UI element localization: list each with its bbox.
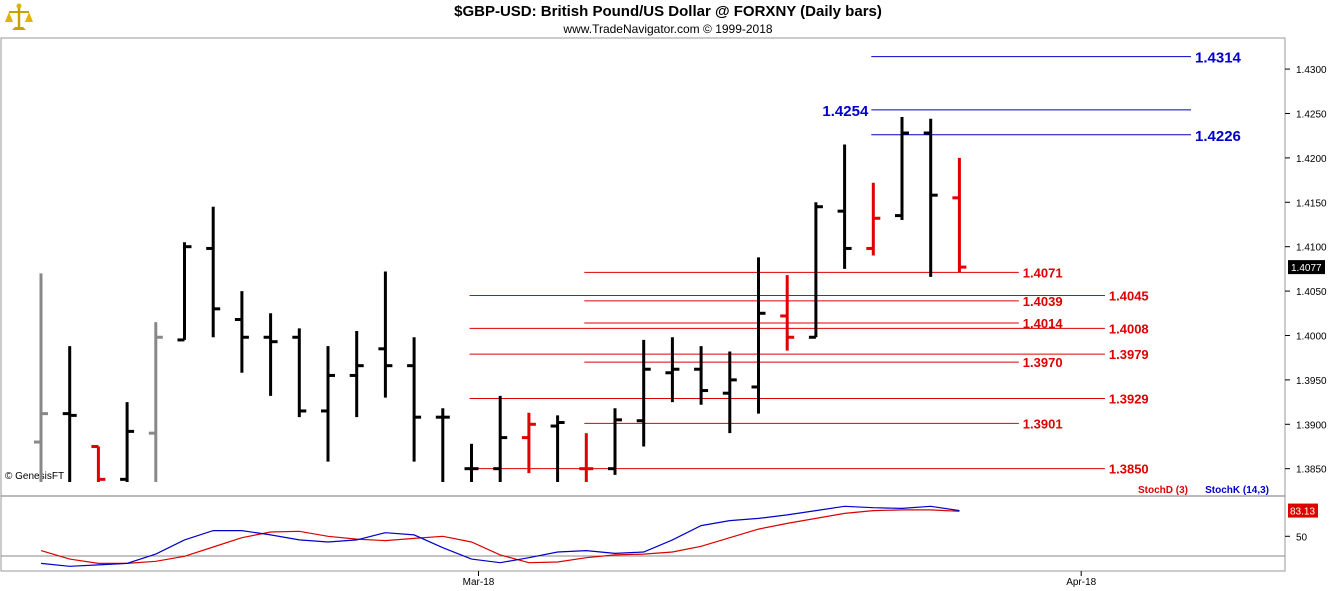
ohlc-bar xyxy=(521,412,536,474)
ohlc-bar xyxy=(292,328,307,418)
ohlc-bar xyxy=(464,443,479,482)
ohlc-bar xyxy=(62,346,77,482)
price-tick-label: 1.3850 xyxy=(1296,465,1327,476)
ohlc-bar xyxy=(895,117,909,221)
level-label: 1.4014 xyxy=(1023,316,1064,331)
chart-title: $GBP-USD: British Pound/US Dollar @ FORX… xyxy=(454,3,882,20)
last-price-box xyxy=(1288,260,1325,275)
ohlc-bar xyxy=(780,275,795,351)
level-lines: 1.4314 1.4254 1.4226 1.4071 1.4045 1.4039 1.40… xyxy=(469,50,1242,477)
last-price-label: 1.4077 xyxy=(1291,263,1322,274)
ohlc-bar xyxy=(148,322,163,482)
ohlc-bar xyxy=(665,337,680,403)
level-label: 1.4045 xyxy=(1109,289,1149,304)
ohlc-bar xyxy=(407,337,422,462)
price-tick-label: 1.4000 xyxy=(1296,331,1327,342)
date-axis: Mar-18 Apr-18 xyxy=(463,571,1097,588)
price-tick-label: 1.4250 xyxy=(1296,109,1327,120)
stochk-legend: StochK (14,3) xyxy=(1205,485,1269,496)
price-axis: 1.3850 1.3900 1.3950 1.4000 1.4050 1.4100 1.41… xyxy=(1285,65,1327,476)
ohlc-bar xyxy=(493,395,508,482)
genesis-watermark: © GenesisFT xyxy=(5,471,64,482)
level-label: 1.3970 xyxy=(1023,355,1063,370)
level-label: 1.4254 xyxy=(822,103,869,120)
ohlc-bar xyxy=(579,433,594,482)
stoch-line xyxy=(40,509,960,565)
ohlc-bar xyxy=(636,339,651,447)
level-label: 1.3850 xyxy=(1109,462,1149,477)
level-label: 1.4039 xyxy=(1023,294,1063,309)
ohlc-bar xyxy=(550,415,565,482)
level-label: 1.3979 xyxy=(1109,347,1149,362)
ohlc-bar xyxy=(694,346,709,405)
level-label: 1.4008 xyxy=(1109,321,1149,336)
ohlc-bar xyxy=(435,408,450,482)
ohlc-bar xyxy=(91,444,106,482)
stochastic-panel: 50 83.13 StochD (3) StochK (14,3) xyxy=(40,485,1318,567)
chart-header: $GBP-USD: British Pound/US Dollar @ FORX… xyxy=(0,0,1336,38)
ohlc-bar xyxy=(34,273,48,482)
price-bars xyxy=(34,117,967,482)
price-tick-label: 1.4050 xyxy=(1296,287,1327,298)
ohlc-bar xyxy=(866,182,881,256)
stoch-value-box xyxy=(1288,503,1318,518)
ohlc-bar xyxy=(837,144,852,269)
level-label: 1.4314 xyxy=(1195,50,1242,67)
ohlc-bar xyxy=(263,313,278,396)
level-label: 1.3901 xyxy=(1023,416,1063,431)
price-tick-label: 1.4100 xyxy=(1296,243,1327,254)
ohlc-bar xyxy=(321,346,335,462)
ohlc-bar xyxy=(808,202,823,339)
stochd-legend: StochD (3) xyxy=(1138,485,1188,496)
level-label: 1.4071 xyxy=(1023,265,1063,280)
ohlc-bar xyxy=(234,291,249,373)
level-label: 1.4226 xyxy=(1195,128,1241,145)
genesis-logo xyxy=(4,2,34,34)
ohlc-bar xyxy=(751,257,766,414)
ohlc-bar xyxy=(378,271,393,398)
level-label: 1.3929 xyxy=(1109,392,1149,407)
price-tick-label: 1.4200 xyxy=(1296,154,1327,165)
ohlc-bar xyxy=(206,206,221,338)
ohlc-bar xyxy=(952,157,967,273)
price-tick-label: 1.4300 xyxy=(1296,65,1327,76)
price-tick-label: 1.3950 xyxy=(1296,376,1327,387)
date-tick-label: Mar-18 xyxy=(463,577,495,588)
stoch-value-label: 83.13 xyxy=(1290,507,1315,518)
ohlc-bar xyxy=(722,351,737,434)
ohlc-bar xyxy=(608,408,622,475)
price-tick-label: 1.3900 xyxy=(1296,420,1327,431)
chart-subtitle: www.TradeNavigator.com © 1999-2018 xyxy=(563,22,773,36)
ohlc-bar xyxy=(120,402,135,482)
oscillator-tick-label: 50 xyxy=(1296,532,1308,543)
stoch-line xyxy=(40,505,960,567)
ohlc-bar xyxy=(349,331,364,418)
ohlc-bar xyxy=(923,118,938,277)
ohlc-bar xyxy=(177,242,192,342)
plot-frame xyxy=(0,37,1286,572)
date-tick-label: Apr-18 xyxy=(1066,577,1096,588)
price-tick-label: 1.4150 xyxy=(1296,198,1327,209)
